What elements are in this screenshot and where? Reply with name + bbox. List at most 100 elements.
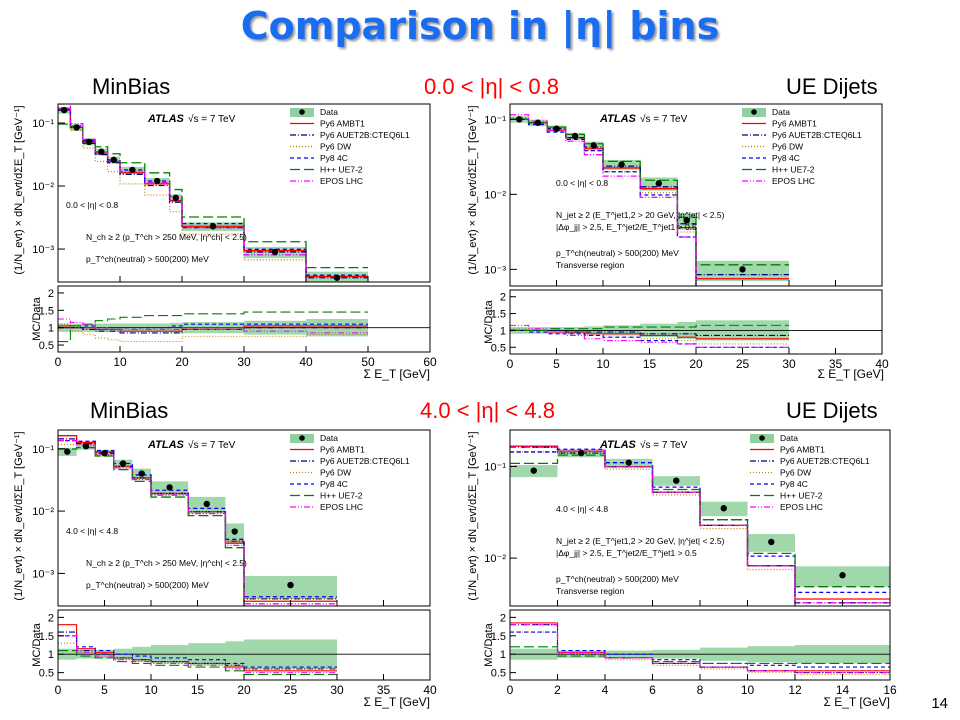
x-tick-label: 20 — [689, 357, 703, 371]
y-tick-label: 10⁻¹ — [32, 444, 54, 456]
mc-ratio-line — [58, 327, 368, 334]
x-tick-label: 5 — [101, 683, 108, 697]
chart-panel-2: 0 5 10 15 20 25 30 35 40Σ E_T [GeV] 10⁻¹ 10⁻² 10⁻³ 0… — [467, 103, 889, 381]
y-tick-label: 10⁻³ — [32, 568, 54, 580]
x-tick-label: 10 — [596, 357, 610, 371]
plot-annotation: Transverse region — [556, 260, 624, 270]
mc-series-line — [510, 118, 697, 286]
data-point — [625, 459, 632, 466]
data-point — [82, 442, 90, 450]
mc-ratio-line — [58, 323, 368, 329]
mc-series-line — [58, 446, 245, 606]
x-tick-label: 20 — [237, 683, 251, 697]
data-point — [516, 116, 523, 123]
y-tick-label: 10⁻¹ — [484, 114, 506, 126]
ratio-y-tick-label: 1.5 — [491, 631, 506, 643]
mc-ratio-line — [58, 649, 337, 676]
mc-ratio-line — [58, 642, 337, 670]
mc-ratio-line — [58, 635, 337, 668]
legend-entry: EPOS LHC — [772, 176, 815, 186]
ratio-y-tick-label: 0.5 — [491, 342, 506, 354]
main-plot-area — [58, 435, 337, 606]
mc-ratio-line — [58, 635, 337, 674]
mc-series-line — [510, 454, 890, 588]
mc-ratio-line — [510, 624, 890, 674]
y-tick-label: 10⁻² — [32, 181, 54, 193]
row1-left-header: MinBias — [92, 74, 171, 99]
ratio-axis-label: MC/Data — [31, 296, 43, 340]
ratio-axis-label: MC/Data — [31, 622, 43, 666]
ratio-axis-label: MC/Data — [483, 622, 495, 666]
x-tick-label: 25 — [736, 357, 750, 371]
data-point — [271, 248, 279, 256]
data-point — [85, 138, 93, 146]
x-tick-label: 60 — [423, 355, 437, 369]
data-point — [98, 148, 105, 155]
legend-entry: Py8 4C — [320, 153, 348, 163]
mc-series-line — [510, 448, 890, 594]
data-point — [590, 142, 597, 149]
legend-entry: EPOS LHC — [320, 176, 363, 186]
y-axis-label: (1/N_evt) × dN_evt/dΣE_T [GeV⁻¹] — [467, 105, 479, 274]
x-tick-label: 20 — [175, 355, 189, 369]
x-tick-label: 10 — [144, 683, 158, 697]
row1-right-header: UE Dijets — [786, 74, 878, 99]
data-point — [553, 125, 560, 132]
ratio-y-tick-label: 0.5 — [491, 668, 506, 680]
x-axis-label: Σ E_T [GeV] — [363, 695, 430, 709]
x-tick-label: 2 — [554, 683, 561, 697]
y-tick-label: 10⁻³ — [32, 244, 54, 256]
data-point — [287, 581, 294, 589]
legend-data-marker — [751, 109, 757, 115]
plot-annotation: |Δφ_jj| > 2.5, E_T^jet2/E_T^jet1 > 0.5 — [556, 548, 697, 558]
ratio-plot-area — [510, 320, 882, 348]
y-axis-label: (1/N_evt) × dN_evt/dΣE_T [GeV⁻¹] — [13, 105, 25, 274]
ratio-y-tick-label: 0.5 — [39, 340, 54, 352]
energy-label: √s = 7 TeV — [188, 439, 236, 451]
x-axis-label: Σ E_T [GeV] — [817, 367, 884, 381]
mc-ratio-line — [58, 311, 368, 343]
legend-entry: EPOS LHC — [320, 502, 363, 512]
slide-title: Comparison in |η| bins — [240, 4, 720, 48]
data-point — [138, 470, 145, 477]
x-tick-label: 12 — [788, 683, 802, 697]
legend-entry: Py8 4C — [780, 479, 808, 489]
legend-entry: Py6 AMBT1 — [320, 445, 365, 455]
mc-series-line — [510, 446, 890, 604]
legend-entry: EPOS LHC — [780, 502, 823, 512]
data-point — [209, 223, 217, 230]
row2-right-header: UE Dijets — [786, 398, 878, 423]
legend-entry: Py8 4C — [772, 153, 800, 163]
x-tick-label: 10 — [741, 683, 755, 697]
ratio-y-tick-label: 1 — [500, 325, 506, 337]
x-tick-label: 0 — [55, 355, 62, 369]
data-point — [129, 166, 136, 174]
x-tick-label: 16 — [883, 683, 897, 697]
plot-annotation: 4.0 < |η| < 4.8 — [66, 526, 118, 536]
mc-ratio-line — [510, 328, 789, 345]
legend-entry: H++ UE7-2 — [772, 165, 815, 175]
data-point — [64, 448, 71, 455]
x-tick-label: 30 — [782, 357, 796, 371]
legend-entry: Py6 AUET2B:CTEQ6L1 — [772, 130, 862, 140]
x-tick-label: 30 — [330, 683, 344, 697]
legend-entry: Py6 AUET2B:CTEQ6L1 — [320, 456, 410, 466]
ratio-y-tick-label: 0.5 — [39, 668, 54, 680]
plot-annotation: 0.0 < |η| < 0.8 — [66, 200, 118, 210]
data-point — [655, 180, 662, 187]
data-point — [231, 528, 238, 535]
page-number: 14 — [931, 695, 948, 712]
y-tick-label: 10⁻¹ — [484, 461, 506, 473]
x-tick-label: 35 — [829, 357, 843, 371]
y-axis-label: (1/N_evt) × dN_evt/dΣE_T [GeV⁻¹] — [13, 431, 25, 600]
chart-panel-1: 0 10 20 30 40 50 60Σ E_T [GeV] 10⁻¹ 10⁻² 10⁻³ 0.5 1… — [13, 103, 437, 381]
ratio-y-tick-label: 2 — [48, 288, 54, 300]
x-tick-label: 40 — [423, 683, 437, 697]
data-point — [530, 467, 537, 474]
plot-annotation: p_T^ch(neutral) > 500(200) MeV — [86, 580, 209, 590]
x-tick-label: 14 — [836, 683, 850, 697]
data-point — [203, 500, 210, 508]
legend-entry: Py6 AUET2B:CTEQ6L1 — [320, 130, 410, 140]
legend-entry: Data — [320, 107, 338, 117]
ratio-y-tick-label: 1.5 — [491, 309, 506, 321]
